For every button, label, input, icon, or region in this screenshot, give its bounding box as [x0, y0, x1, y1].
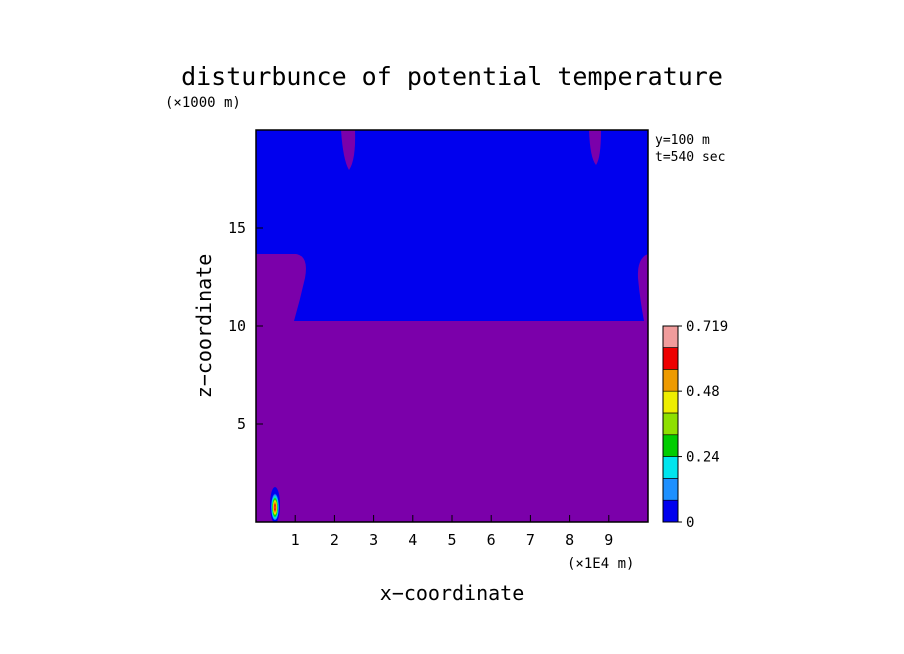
x-tick: 4: [408, 515, 417, 549]
colorbar-cell: [662, 390, 679, 414]
right-tongue-region: [637, 254, 648, 321]
colorbar-tick-label: 0.719: [686, 319, 728, 335]
x-tick-label: 5: [447, 531, 456, 549]
colorbar-cell: [662, 325, 679, 348]
y-axis-unit: (×1000 m): [165, 95, 241, 111]
x-tick-label: 9: [604, 531, 613, 549]
thermal-bubble: [271, 492, 279, 520]
x-tick: 7: [526, 515, 535, 549]
colorbar-ticks: 0 0.24 0.48 0.719: [678, 319, 728, 531]
colorbar-tick: 0.719: [678, 319, 728, 335]
y-tick: 10: [228, 317, 263, 335]
colorbar-tick-label: 0.48: [686, 384, 720, 400]
colorbar-cell: [662, 369, 679, 392]
lower-layer-region: [256, 321, 648, 522]
y-axis-ticks: 5 10 15: [228, 219, 263, 433]
y-tick-label: 5: [237, 415, 246, 433]
upper-layer-region: [256, 130, 648, 322]
colorbar-cells: [662, 325, 679, 523]
x-tick: 1: [291, 515, 300, 549]
colorbar-tick: 0: [678, 515, 694, 531]
annotation-t: t=540 sec: [655, 150, 725, 165]
x-tick: 8: [565, 515, 574, 549]
x-tick: 3: [369, 515, 378, 549]
x-tick-label: 1: [291, 531, 300, 549]
y-tick-label: 10: [228, 317, 246, 335]
colorbar-tick-label: 0.24: [686, 450, 720, 466]
left-tongue-region: [256, 254, 306, 321]
y-tick: 5: [237, 415, 263, 433]
x-tick-label: 3: [369, 531, 378, 549]
top-left-cell: [341, 130, 356, 170]
x-tick: 2: [330, 515, 339, 549]
x-tick-label: 8: [565, 531, 574, 549]
colorbar-frame: [662, 325, 679, 523]
y-tick: 15: [228, 219, 263, 237]
x-tick-label: 6: [487, 531, 496, 549]
colorbar-cell: [662, 478, 679, 501]
colorbar-cell: [662, 499, 679, 523]
plot-area: [255, 129, 649, 523]
x-axis-label: x−coordinate: [380, 581, 525, 605]
colorbar-tick: 0.48: [678, 384, 720, 400]
x-axis-unit: (×1E4 m): [567, 556, 634, 572]
x-tick: 9: [604, 515, 613, 549]
colorbar-cell: [662, 347, 679, 370]
colorbar: 0 0.24 0.48 0.719: [662, 319, 728, 531]
top-right-cell: [589, 130, 601, 165]
x-axis-ticks: 1 2 3 4 5 6 7 8 9: [291, 515, 613, 549]
chart-title: disturbunce of potential temperature: [181, 62, 723, 91]
colorbar-tick: 0.24: [678, 450, 720, 466]
annotation-y: y=100 m: [655, 133, 710, 148]
x-tick: 5: [447, 515, 457, 549]
x-tick-label: 2: [330, 531, 339, 549]
colorbar-cell: [662, 412, 679, 436]
x-tick-label: 4: [408, 531, 417, 549]
y-tick-label: 15: [228, 219, 246, 237]
colorbar-cell: [662, 456, 679, 479]
x-tick: 6: [487, 515, 496, 549]
colorbar-tick-label: 0: [686, 515, 694, 531]
x-tick-label: 7: [526, 531, 535, 549]
y-axis-label: z−coordinate: [192, 254, 216, 399]
colorbar-cell: [662, 434, 679, 457]
